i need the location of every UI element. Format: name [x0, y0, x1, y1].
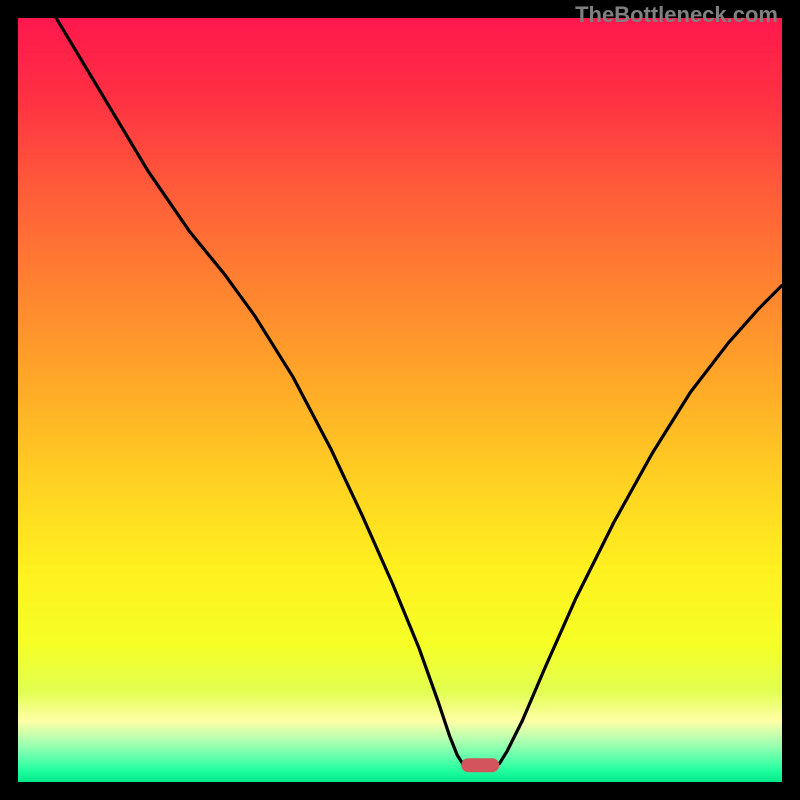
curve-layer — [18, 18, 782, 782]
bottleneck-curve — [56, 18, 782, 766]
optimum-marker — [461, 758, 499, 772]
plot-area — [18, 18, 782, 782]
watermark-text: TheBottleneck.com — [575, 2, 778, 28]
